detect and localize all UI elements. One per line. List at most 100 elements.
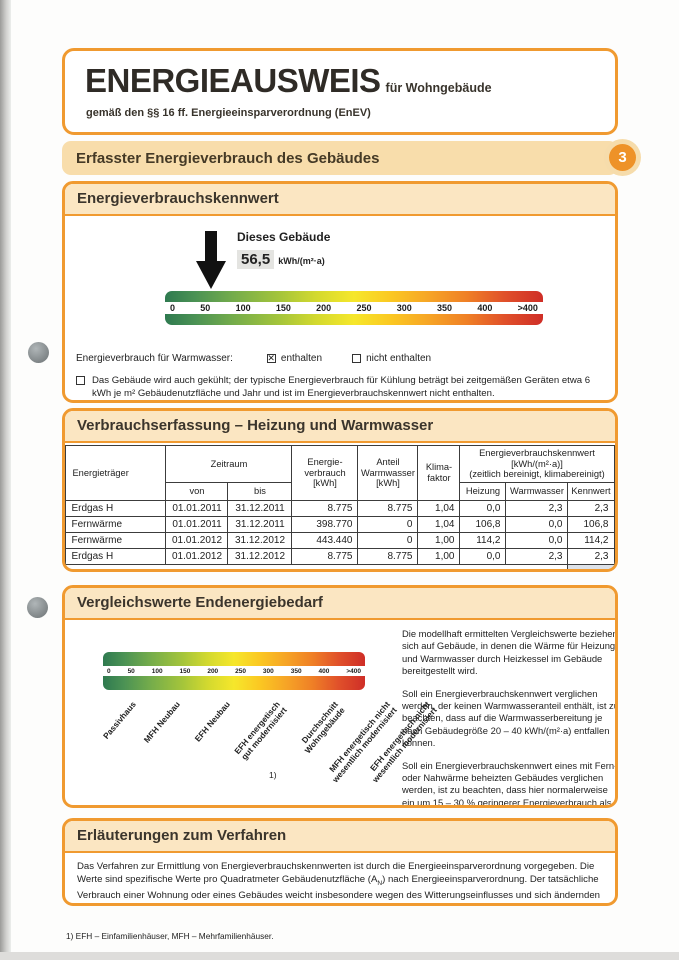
warmwasser-nicht-enthalten-label: nicht enthalten [366,353,432,364]
tick-label: 350 [437,303,453,313]
warmwasser-enthalten-checkbox [266,353,276,364]
footnote-marker: 1) [269,770,277,780]
cell-heizung: 114,2 [459,532,507,550]
consumption-unit: kWh/(m²·a) [278,256,325,266]
cooling-note: Das Gebäude wird auch gekühlt; der typis… [92,375,591,399]
section-banner: Erfasster Energieverbrauch des Gebäudes [62,141,618,175]
document-header: ENERGIEAUSWEIS für Wohngebäude gemäß den … [62,48,618,135]
cell-kennwert: 114,2 [567,532,615,550]
tick-label: 250 [235,667,246,675]
cell-bis: 31.12.2011 [227,500,293,518]
tick-label: 200 [207,667,219,675]
cell-bis: 31.12.2012 [227,548,293,566]
cell-klimafaktor: 1,04 [417,516,461,534]
cell-energietraeger: Erdgas H [65,548,167,566]
cell-warmwasser: 2,3 [505,548,569,566]
cell-bis: 31.12.2012 [227,532,293,550]
cell-anteil-warmwasser: 0 [357,532,419,550]
col-header-kennwert: Kennwert [567,482,615,502]
tick-label: 50 [200,303,211,313]
col-header-von: von [165,482,229,502]
tick-label: 200 [316,303,332,313]
cell-klimafaktor: 1,00 [417,532,461,550]
cell-klimafaktor: 1,00 [417,548,461,566]
table-footer-note: Weitere Verbrauchsdaten auf gesondertem … [65,564,460,569]
cell-energieverbrauch: 398.770 [291,516,359,534]
cell-kennwert: 2,3 [567,500,615,518]
cell-von: 01.01.2011 [165,500,229,518]
cell-kennwert: 2,3 [567,548,615,566]
page-number-badge-halo: 3 [604,139,641,176]
tick-label: 400 [477,303,493,313]
building-marker-label: Dieses Gebäude [237,230,331,244]
cell-kennwert: 106,8 [567,516,615,534]
cooling-note-row: Das Gebäude wird auch gekühlt; der typis… [76,375,604,400]
comparison-scale: 0 50 100 150 200 250 300 350 400 >400 [103,652,365,690]
col-header-energietraeger: Energieträger [65,444,167,502]
table-row: Erdgas H 01.01.2012 31.12.2012 8.775 8.7… [65,548,615,566]
section-title: Energieverbrauchskennwert [65,184,615,216]
consumption-value: 56,5 [237,250,275,269]
building-marker-arrow-icon [196,231,226,294]
scan-edge-shadow [0,0,11,952]
punch-hole-icon [27,597,48,618]
cell-heizung: 106,8 [459,516,507,534]
tick-label: 250 [356,303,372,313]
comparison-paragraph: Soll ein Energieverbrauchskennwert eines… [402,759,618,808]
energy-scale-ticks: 0 50 100 150 200 250 300 350 400 >400 [165,302,543,314]
table-row: Erdgas H 01.01.2011 31.12.2011 8.775 8.7… [65,500,615,518]
cell-energieverbrauch: 8.775 [291,548,359,566]
tick-label: >400 [346,667,361,675]
tick-label: 350 [290,667,302,675]
page-number-badge: 3 [609,144,636,171]
cell-warmwasser: 0,0 [505,532,569,550]
average-label: Durchschnitt [459,564,568,569]
tick-label: 150 [179,667,191,675]
comparison-paragraph: Die modellhaft ermittelten Vergleichswer… [402,628,618,677]
cell-heizung: 0,0 [459,500,507,518]
warmwasser-row: Energieverbrauch für Warmwasser: enthalt… [76,353,432,365]
tick-label: 0 [107,667,111,675]
warmwasser-nicht-enthalten-checkbox [352,354,362,363]
warmwasser-enthalten-label: enthalten [280,353,323,364]
warmwasser-label: Energieverbrauch für Warmwasser: [76,353,233,364]
comparison-label: Passivhaus [100,699,138,741]
table-row: Fernwärme 01.01.2011 31.12.2011 398.770 … [65,516,615,534]
col-header-bis: bis [227,482,293,502]
col-header-anteil-warmwasser: Anteil Warmwasser [kWh] [357,444,419,502]
section-energieverbrauchskennwert: Energieverbrauchskennwert Dieses Gebäude… [62,181,618,403]
explanation-subscript: N [377,880,383,888]
col-header-warmwasser: Warmwasser [505,482,569,502]
section-erlaeuterungen: Erläuterungen zum Verfahren Das Verfahre… [62,818,618,906]
explanation-text-part: Das Verfahren zur Ermittlung von Energie… [77,861,595,886]
cell-von: 01.01.2012 [165,548,229,566]
col-header-kennwert-group: Energieverbrauchskennwert [kWh/(m²·a)] (… [459,444,615,484]
section-title: Erläuterungen zum Verfahren [65,821,615,853]
cell-energietraeger: Fernwärme [65,532,167,550]
col-header-heizung: Heizung [459,482,507,502]
col-header-energieverbrauch: Energie- verbrauch [kWh] [291,444,359,502]
cell-warmwasser: 2,3 [505,500,569,518]
section-title: Vergleichswerte Endenergiebedarf [65,588,615,620]
col-header-zeitraum: Zeitraum [165,444,293,484]
table-row: Fernwärme 01.01.2012 31.12.2012 443.440 … [65,532,615,550]
tick-label: >400 [517,303,538,313]
cell-klimafaktor: 1,04 [417,500,461,518]
tick-label: 300 [262,667,274,675]
comparison-label: MFH Neubau [141,699,182,745]
energy-scale: 0 50 100 150 200 250 300 350 400 >400 [165,291,543,325]
consumption-table: Energieträger Zeitraum Energie- verbrauc… [65,444,615,569]
comparison-scale-ticks: 0 50 100 150 200 250 300 350 400 >400 [103,666,365,676]
tick-label: 100 [235,303,251,313]
cell-von: 01.01.2011 [165,516,229,534]
cell-warmwasser: 0,0 [505,516,569,534]
comparison-explanatory-text: Die modellhaft ermittelten Vergleichswer… [402,628,618,808]
tick-label: 50 [127,667,135,675]
cooling-checkbox [76,376,85,385]
cell-energieverbrauch: 443.440 [291,532,359,550]
cell-bis: 31.12.2011 [227,516,293,534]
cell-anteil-warmwasser: 8.775 [357,548,419,566]
cell-anteil-warmwasser: 0 [357,516,419,534]
cell-von: 01.01.2012 [165,532,229,550]
